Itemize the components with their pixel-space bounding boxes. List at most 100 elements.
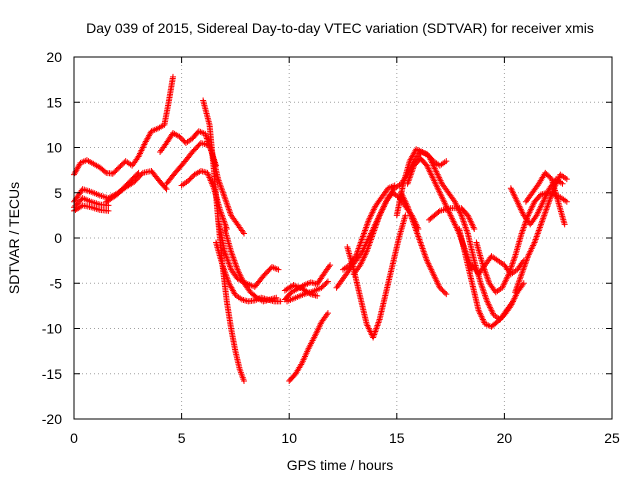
data-series xyxy=(178,168,230,232)
data-point xyxy=(273,294,280,301)
data-point xyxy=(105,207,112,214)
y-tick-label: -15 xyxy=(42,366,62,382)
data-series xyxy=(71,195,112,211)
data-point-interp xyxy=(438,286,445,293)
data-point xyxy=(275,266,282,273)
x-tick-label: 0 xyxy=(70,430,78,446)
data-point-interp xyxy=(439,287,446,294)
data-point xyxy=(520,280,527,287)
data-point-interp xyxy=(162,184,169,191)
data-point-interp xyxy=(112,168,119,175)
y-tick-label: -20 xyxy=(42,411,62,427)
data-point xyxy=(314,292,321,299)
data-point-interp xyxy=(187,175,194,182)
data-point xyxy=(327,262,334,269)
x-tick-label: 10 xyxy=(281,430,297,446)
data-series xyxy=(103,169,142,205)
data-point xyxy=(559,180,566,187)
data-point-interp xyxy=(179,136,186,143)
y-axis-label: SDTVAR / TECUs xyxy=(6,182,22,294)
data-point xyxy=(561,221,568,228)
data-point xyxy=(105,202,112,209)
data-point xyxy=(318,284,325,291)
data-point-interp xyxy=(435,208,442,215)
x-tick-label: 5 xyxy=(178,430,186,446)
data-point-interp xyxy=(546,173,553,180)
data-point-interp xyxy=(177,134,184,141)
data-point xyxy=(471,225,478,232)
data-point xyxy=(109,170,116,177)
data-point xyxy=(324,278,331,285)
data-series xyxy=(456,225,527,330)
y-tick-label: 15 xyxy=(46,94,62,110)
data-point xyxy=(241,230,248,237)
x-tick-label: 25 xyxy=(604,430,620,446)
data-point-interp xyxy=(111,169,118,176)
data-point xyxy=(185,177,192,184)
data-series xyxy=(522,169,568,228)
x-axis-label: GPS time / hours xyxy=(287,457,394,473)
data-point xyxy=(542,169,549,176)
data-point-interp xyxy=(114,165,121,172)
data-series xyxy=(473,189,570,296)
data-point-interp xyxy=(498,314,505,321)
data-point-interp xyxy=(497,315,504,322)
data-point xyxy=(176,133,183,140)
data-point-interp xyxy=(120,160,127,167)
data-point-interp xyxy=(323,279,330,286)
data-point-interp xyxy=(440,288,447,295)
data-point-interp xyxy=(321,282,328,289)
data-series xyxy=(344,212,409,341)
x-tick-label: 15 xyxy=(389,430,405,446)
data-series xyxy=(507,176,566,228)
y-tick-label: -5 xyxy=(50,275,63,291)
data-point xyxy=(494,318,501,325)
data-point-interp xyxy=(134,171,141,178)
data-series xyxy=(284,278,331,305)
y-tick-label: 10 xyxy=(46,140,62,156)
data-point xyxy=(163,186,170,193)
data-series xyxy=(426,205,478,232)
data-point-interp xyxy=(186,176,193,183)
data-point xyxy=(324,310,331,317)
data-point xyxy=(391,182,398,189)
data-point-interp xyxy=(496,316,503,323)
data-point-interp xyxy=(544,172,551,179)
data-point xyxy=(443,158,450,165)
data-point xyxy=(443,291,450,298)
y-tick-label: 5 xyxy=(54,185,62,201)
data-point xyxy=(116,164,123,171)
data-point xyxy=(277,298,284,305)
data-point-interp xyxy=(117,163,124,170)
data-point-interp xyxy=(113,166,120,173)
grid xyxy=(74,57,612,419)
data-point-interp xyxy=(188,174,195,181)
data-point xyxy=(563,176,570,183)
y-tick-label: 0 xyxy=(54,230,62,246)
data-point-interp xyxy=(442,289,449,296)
data-point-interp xyxy=(319,283,326,290)
chart-title: Day 039 of 2015, Sidereal Day-to-day VTE… xyxy=(86,20,594,36)
data-point xyxy=(169,73,176,80)
data-series xyxy=(512,171,570,296)
data-series xyxy=(71,73,176,178)
data-point xyxy=(402,212,409,219)
data-point xyxy=(563,198,570,205)
data-point-interp xyxy=(180,137,187,144)
data-point xyxy=(135,169,142,176)
axis-ticks: 0 5 10 15 20 25 -20 -15 -10 -5 0 5 10 15 20 xyxy=(42,49,620,446)
data-point-interp xyxy=(101,168,108,175)
x-tick-label: 20 xyxy=(497,430,513,446)
data-marks xyxy=(71,73,570,384)
y-tick-label: 20 xyxy=(46,49,62,65)
data-point xyxy=(436,284,443,291)
data-series xyxy=(398,189,450,298)
data-series xyxy=(221,225,280,305)
data-point xyxy=(241,377,248,384)
data-series xyxy=(286,310,331,384)
data-point-interp xyxy=(322,280,329,287)
data-point-interp xyxy=(543,171,550,178)
data-series xyxy=(71,202,112,214)
data-point-interp xyxy=(118,161,125,168)
